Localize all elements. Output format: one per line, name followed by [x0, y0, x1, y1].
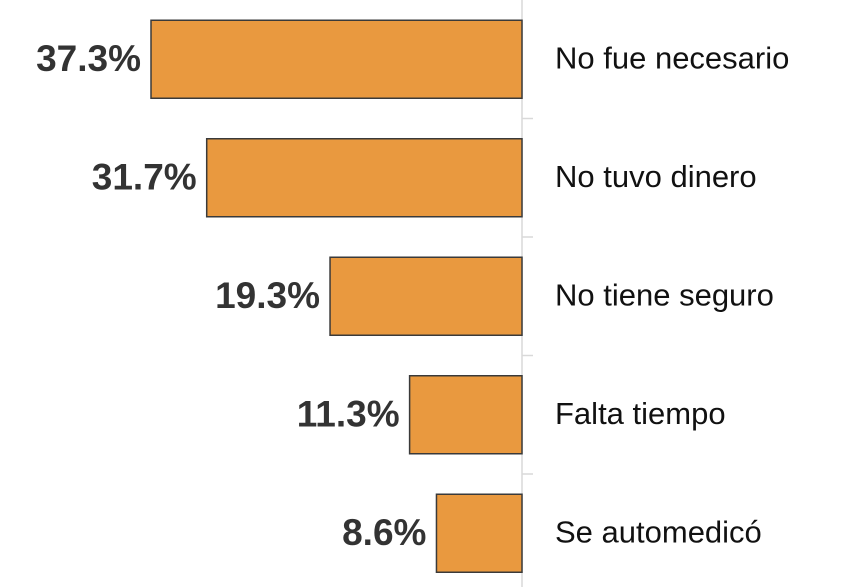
- value-label: 31.7%: [92, 157, 197, 198]
- value-label: 8.6%: [342, 512, 426, 553]
- bar: [435, 493, 523, 573]
- value-label: 19.3%: [215, 275, 320, 316]
- value-label: 11.3%: [297, 394, 400, 435]
- bar: [408, 375, 523, 455]
- category-label: Se automedicó: [555, 514, 762, 549]
- bar: [150, 19, 523, 99]
- bar: [329, 256, 523, 336]
- category-label: No fue necesario: [555, 40, 789, 75]
- category-label: No tiene seguro: [555, 277, 774, 312]
- value-label: 37.3%: [36, 38, 141, 79]
- bar: [205, 138, 523, 218]
- category-label: Falta tiempo: [555, 396, 726, 431]
- category-label: No tuvo dinero: [555, 159, 757, 194]
